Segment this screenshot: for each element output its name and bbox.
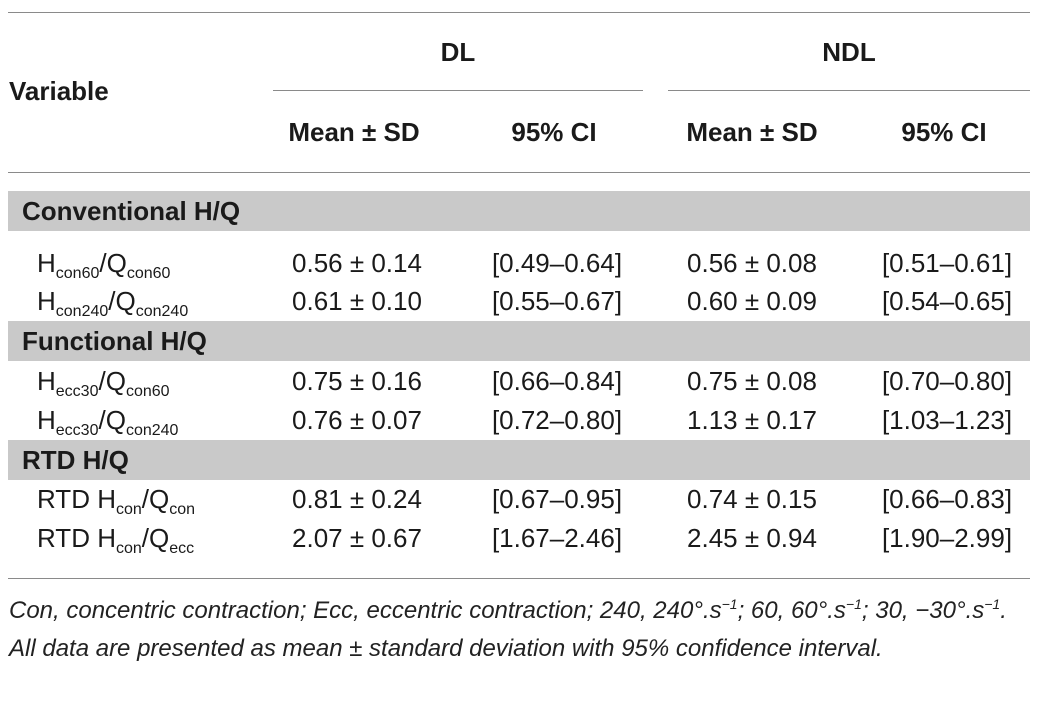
section-header: Conventional H/Q	[8, 191, 1030, 231]
ndl-group-rule	[668, 90, 1030, 91]
dl-mean-cell: 0.75 ± 0.16	[292, 366, 422, 396]
dl-mean-cell: 0.76 ± 0.07	[292, 405, 422, 435]
ndl-mean-cell: 0.60 ± 0.09	[687, 286, 817, 316]
dl-group-rule	[273, 90, 643, 91]
ndl-mean-cell: 0.75 ± 0.08	[687, 366, 817, 396]
table-row: Hecc30/Qcon240 0.76 ± 0.07 [0.72–0.80] 1…	[0, 401, 1039, 439]
section-title: Functional H/Q	[22, 326, 207, 356]
dl-mean-cell: 0.81 ± 0.24	[292, 484, 422, 514]
dl-ci-header: 95% CI	[511, 117, 597, 147]
dl-ci-cell: [0.49–0.64]	[491, 248, 623, 278]
variable-cell: Hecc30/Qcon240	[37, 405, 179, 439]
ndl-ci-cell: [0.51–0.61]	[881, 248, 1013, 278]
ndl-ci-cell: [1.90–2.99]	[881, 523, 1013, 553]
ndl-ci-cell: [0.66–0.83]	[881, 484, 1013, 514]
bottom-rule	[8, 578, 1030, 579]
section-title: Conventional H/Q	[22, 196, 241, 226]
dl-ci-cell: [0.72–0.80]	[491, 405, 623, 435]
ndl-mean-cell: 0.56 ± 0.08	[687, 248, 817, 278]
section-header: Functional H/Q	[8, 321, 1030, 361]
dl-mean-header: Mean ± SD	[288, 117, 420, 147]
ndl-mean-cell: 0.74 ± 0.15	[687, 484, 817, 514]
variable-cell: RTD Hcon/Qecc	[37, 523, 195, 557]
variable-cell: Hcon60/Qcon60	[37, 248, 171, 282]
table-row: Hecc30/Qcon60 0.75 ± 0.16 [0.66–0.84] 0.…	[0, 362, 1039, 400]
ndl-mean-cell: 2.45 ± 0.94	[687, 523, 817, 553]
dl-mean-cell: 0.61 ± 0.10	[292, 286, 422, 316]
section-title: RTD H/Q	[22, 445, 129, 475]
dl-ci-cell: [0.55–0.67]	[491, 286, 623, 316]
dl-ci-cell: [0.67–0.95]	[491, 484, 623, 514]
header-bottom-rule	[8, 172, 1030, 173]
variable-header: Variable	[9, 76, 109, 106]
ndl-ci-cell: [0.54–0.65]	[881, 286, 1013, 316]
table-row: RTD Hcon/Qecc 2.07 ± 0.67 [1.67–2.46] 2.…	[0, 519, 1039, 557]
dl-ci-cell: [1.67–2.46]	[491, 523, 623, 553]
dl-ci-cell: [0.66–0.84]	[491, 366, 623, 396]
dl-mean-cell: 0.56 ± 0.14	[292, 248, 422, 278]
ndl-ci-cell: [1.03–1.23]	[881, 405, 1013, 435]
section-header: RTD H/Q	[8, 440, 1030, 480]
group-header-dl: DL	[440, 37, 476, 67]
ndl-mean-header: Mean ± SD	[686, 117, 818, 147]
table-row: Hcon60/Qcon60 0.56 ± 0.14 [0.49–0.64] 0.…	[0, 244, 1039, 282]
table-row: Hcon240/Qcon240 0.61 ± 0.10 [0.55–0.67] …	[0, 282, 1039, 320]
variable-cell: Hecc30/Qcon60	[37, 366, 170, 400]
ndl-mean-cell: 1.13 ± 0.17	[687, 405, 817, 435]
group-header-ndl: NDL	[822, 37, 876, 67]
ndl-ci-header: 95% CI	[901, 117, 987, 147]
variable-cell: Hcon240/Qcon240	[37, 286, 189, 320]
top-rule	[8, 12, 1030, 13]
table-footnote: Con, concentric contraction; Ecc, eccent…	[9, 596, 1007, 662]
variable-cell: RTD Hcon/Qcon	[37, 484, 196, 518]
dl-mean-cell: 2.07 ± 0.67	[292, 523, 422, 553]
table-row: RTD Hcon/Qcon 0.81 ± 0.24 [0.67–0.95] 0.…	[0, 480, 1039, 518]
ndl-ci-cell: [0.70–0.80]	[881, 366, 1013, 396]
